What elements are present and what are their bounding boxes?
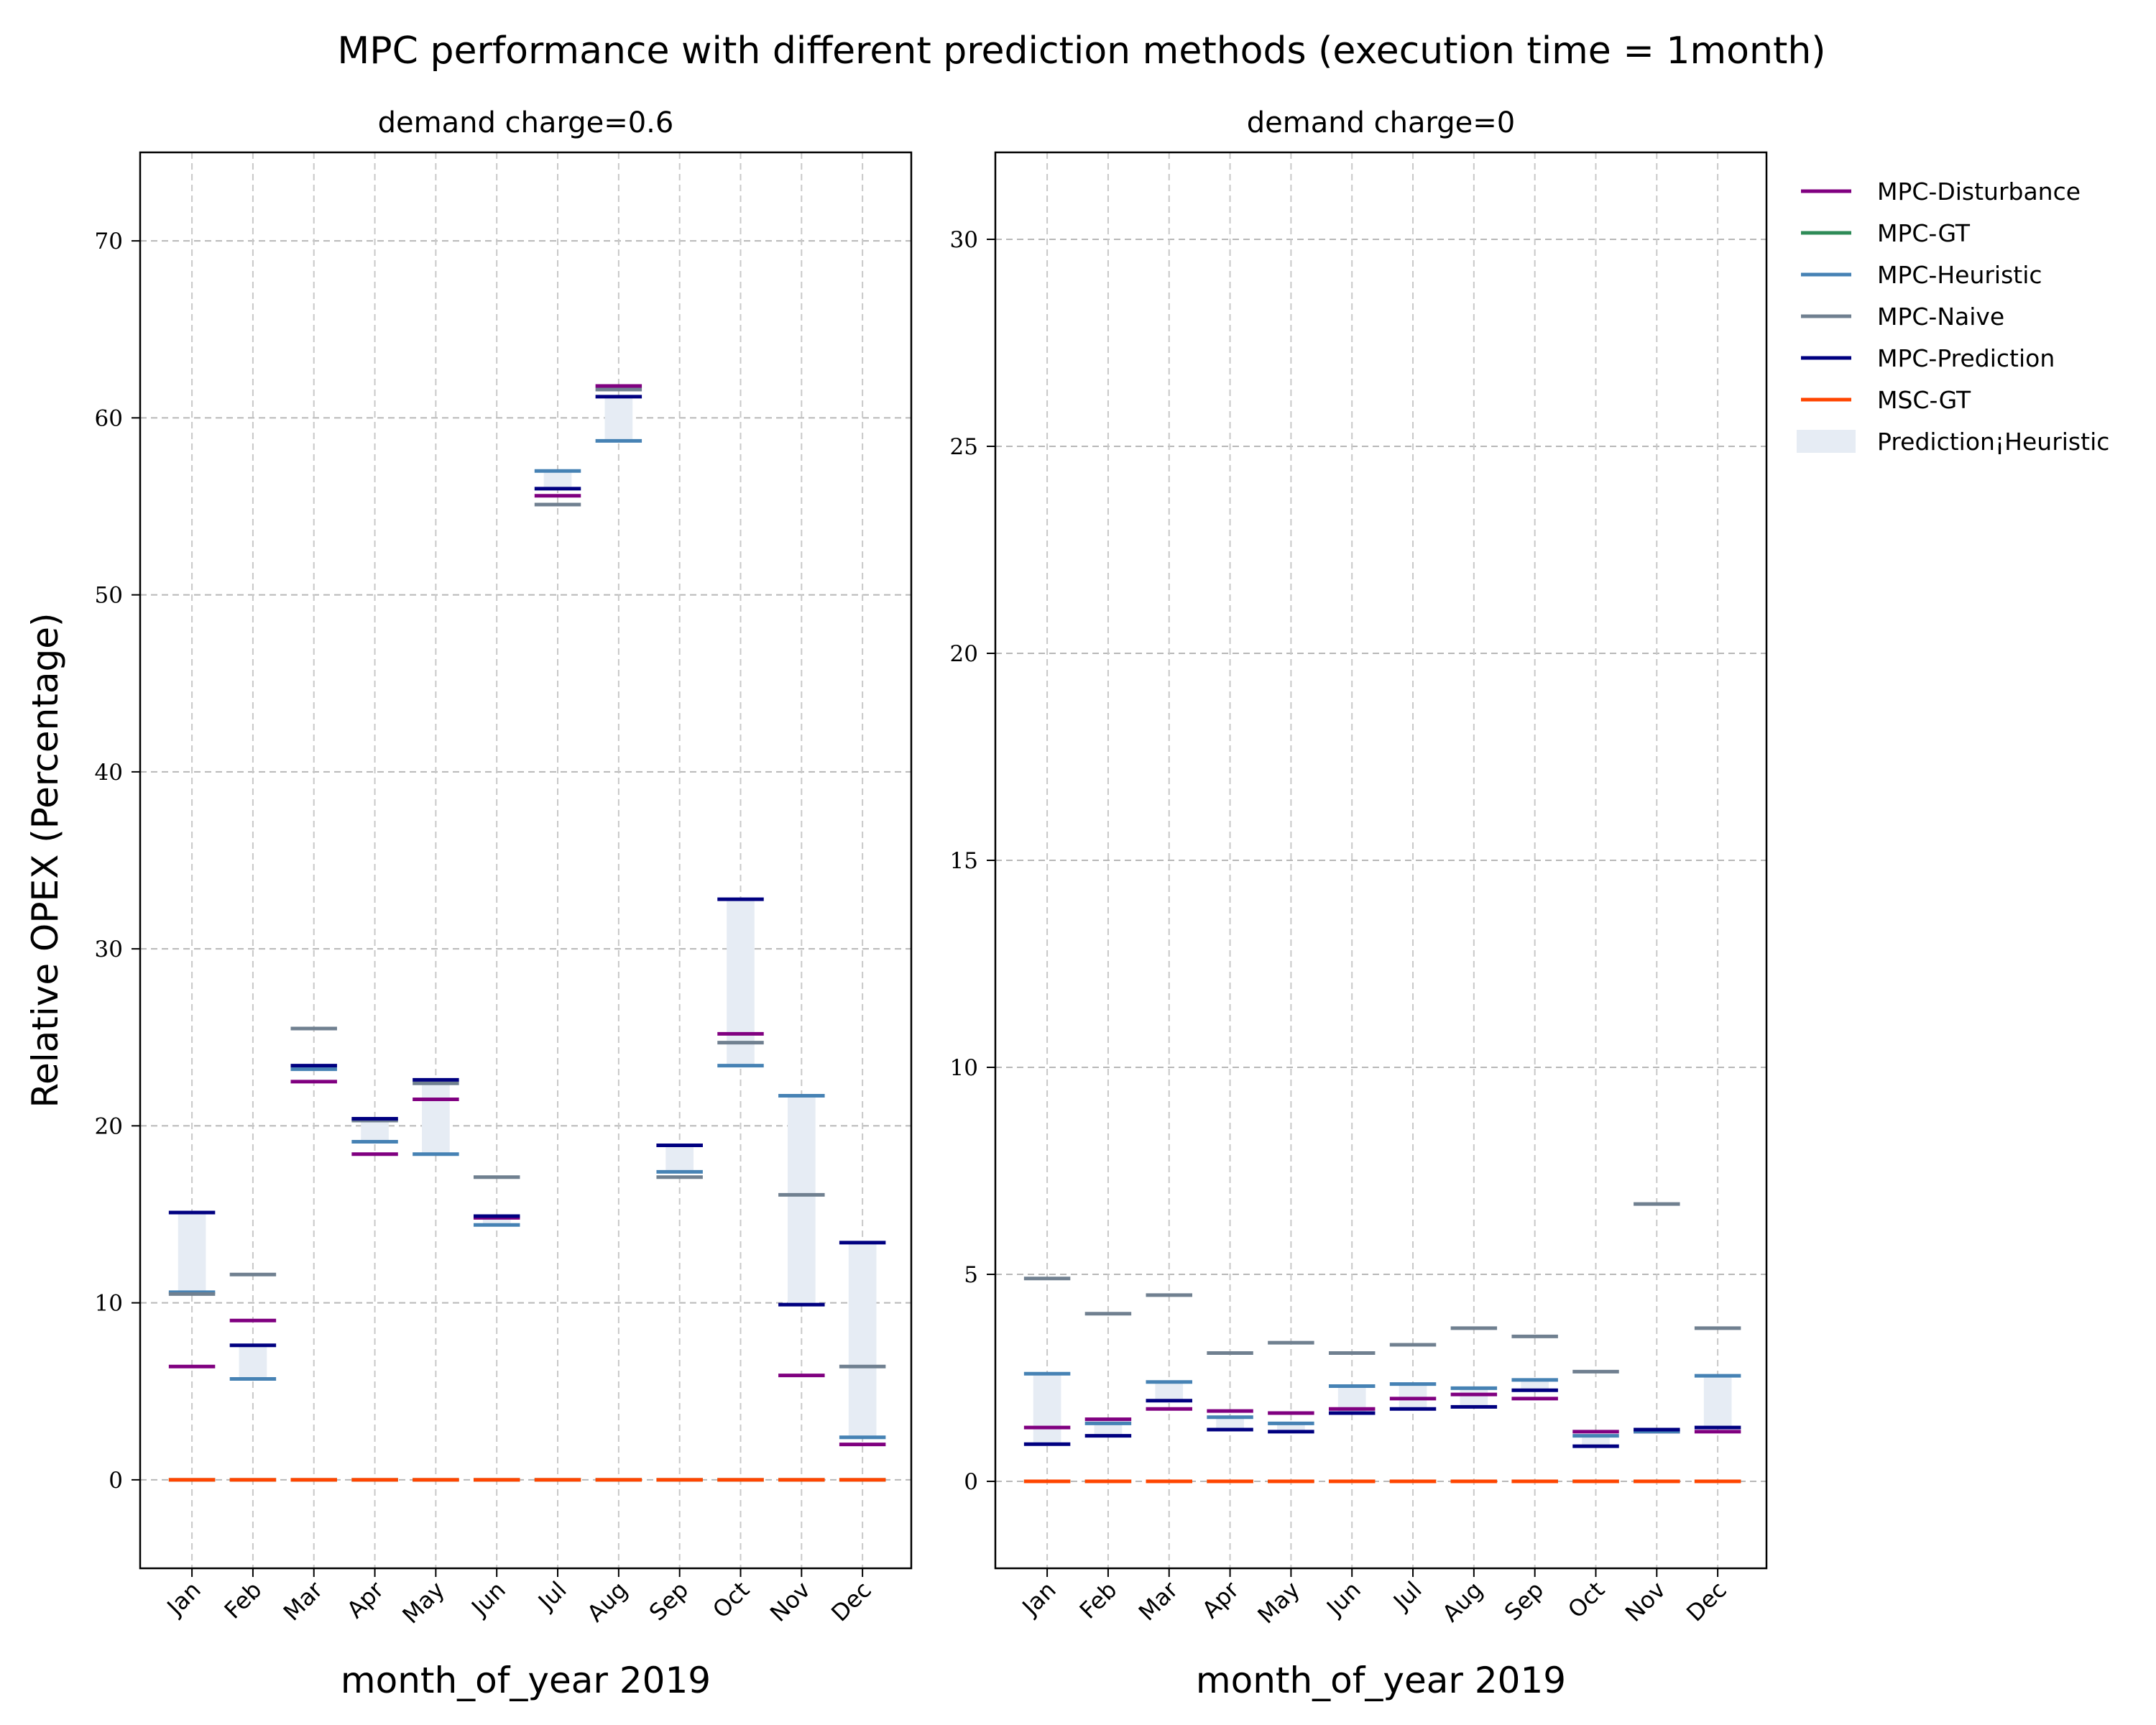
legend-label: MPC-GT xyxy=(1877,219,1971,247)
legend-label: MPC-Heuristic xyxy=(1877,261,2042,289)
y-tick-label: 10 xyxy=(95,1291,123,1317)
x-tick-label-jun: Jun xyxy=(465,1576,511,1622)
band-jan xyxy=(1033,1374,1061,1445)
band-feb xyxy=(1094,1423,1123,1436)
y-tick-label: 70 xyxy=(95,229,123,254)
band-jul xyxy=(543,471,572,489)
x-axis-label: month_of_year 2019 xyxy=(1196,1660,1566,1701)
y-tick-label: 25 xyxy=(950,434,978,460)
band-oct xyxy=(727,899,755,1066)
y-tick-label: 20 xyxy=(95,1113,123,1139)
legend-item-prediction-heuristic: Prediction¡Heuristic xyxy=(1797,428,2109,456)
band-apr xyxy=(1216,1417,1244,1430)
x-tick-label-oct: Oct xyxy=(1562,1576,1610,1624)
y-tick-label: 20 xyxy=(950,641,978,667)
axes-frame xyxy=(994,151,1768,1570)
band-apr xyxy=(361,1118,389,1142)
band-sep xyxy=(665,1145,694,1172)
right-subplot: 0 5 10 15 20 25 30 Jan Feb Mar Apr May Jun Jul Aug Sep O… xyxy=(950,106,1768,1701)
band-dec xyxy=(848,1242,877,1438)
legend-label: MPC-Prediction xyxy=(1877,344,2055,372)
band-aug xyxy=(604,396,633,441)
x-tick-label-may: May xyxy=(1252,1576,1305,1629)
x-tick-label-apr: Apr xyxy=(1197,1576,1245,1624)
axes-frame xyxy=(139,151,913,1570)
band-jan xyxy=(178,1213,206,1292)
x-tick-label-dec: Dec xyxy=(826,1576,877,1627)
x-tick-label-jul: Jul xyxy=(1387,1576,1427,1616)
band-oct xyxy=(1582,1435,1610,1447)
x-tick-label-may: May xyxy=(397,1576,450,1629)
x-tick-label-nov: Nov xyxy=(765,1576,816,1627)
y-tick-label: 0 xyxy=(109,1468,123,1494)
band-may xyxy=(1277,1423,1305,1432)
legend: MPC-Disturbance MPC-GT MPC-Heuristic MPC-Na… xyxy=(1797,178,2109,456)
y-tick-label: 15 xyxy=(950,848,978,874)
band-dec xyxy=(1703,1376,1732,1428)
x-tick-label-nov: Nov xyxy=(1620,1576,1671,1627)
x-tick-label-aug: Aug xyxy=(581,1576,632,1627)
band-jul xyxy=(1399,1384,1427,1409)
y-tick-label: 0 xyxy=(964,1469,978,1495)
x-tick-label-jun: Jun xyxy=(1320,1576,1366,1622)
figure-title: MPC performance with different predictio… xyxy=(337,29,1825,73)
left-subplot: 0 10 20 30 40 50 60 70 Jan Feb Mar Apr May Jun Jul Aug S… xyxy=(24,106,913,1701)
band-aug xyxy=(1460,1388,1488,1407)
legend-item-mpc-disturbance: MPC-Disturbance xyxy=(1801,178,2081,206)
legend-label: MSC-GT xyxy=(1877,386,1971,414)
x-tick-label-apr: Apr xyxy=(341,1576,390,1624)
band-mar xyxy=(1155,1381,1184,1401)
legend-label: MPC-Naive xyxy=(1877,303,2004,331)
y-tick-label: 50 xyxy=(95,583,123,609)
legend-label: MPC-Disturbance xyxy=(1877,178,2081,206)
x-tick-label-mar: Mar xyxy=(278,1576,328,1626)
x-axis-label: month_of_year 2019 xyxy=(341,1660,711,1701)
band-may xyxy=(422,1080,450,1154)
band-nov xyxy=(787,1095,816,1305)
y-tick-label: 40 xyxy=(95,760,123,786)
legend-item-mpc-gt: MPC-GT xyxy=(1801,219,1971,247)
y-tick-label: 10 xyxy=(950,1055,978,1081)
y-tick-label: 30 xyxy=(950,227,978,253)
x-tick-label-sep: Sep xyxy=(644,1576,694,1627)
legend-item-mpc-heuristic: MPC-Heuristic xyxy=(1801,261,2042,289)
subplot-title: demand charge=0 xyxy=(1247,106,1516,139)
x-tick-label-aug: Aug xyxy=(1437,1576,1488,1627)
legend-item-mpc-prediction: MPC-Prediction xyxy=(1801,344,2055,372)
band-sep xyxy=(1521,1379,1549,1391)
x-tick-label-sep: Sep xyxy=(1499,1576,1549,1627)
x-tick-label-jan: Jan xyxy=(1016,1576,1061,1622)
legend-item-msc-gt: MSC-GT xyxy=(1801,386,1971,414)
x-tick-label-jan: Jan xyxy=(161,1576,206,1622)
x-tick-label-mar: Mar xyxy=(1133,1576,1184,1626)
x-tick-label-dec: Dec xyxy=(1681,1576,1732,1627)
y-axis-label: Relative OPEX (Percentage) xyxy=(24,612,66,1108)
band-feb xyxy=(239,1345,267,1379)
y-tick-label: 60 xyxy=(95,405,123,431)
x-tick-label-feb: Feb xyxy=(219,1576,267,1624)
legend-label: Prediction¡Heuristic xyxy=(1877,428,2109,456)
x-tick-label-oct: Oct xyxy=(707,1576,755,1624)
x-tick-label-feb: Feb xyxy=(1074,1576,1123,1624)
x-tick-label-jul: Jul xyxy=(532,1576,572,1616)
subplot-title: demand charge=0.6 xyxy=(378,106,674,139)
legend-item-mpc-naive: MPC-Naive xyxy=(1801,303,2004,331)
y-tick-label: 30 xyxy=(95,937,123,962)
legend-swatch xyxy=(1797,430,1856,453)
y-tick-label: 5 xyxy=(964,1262,978,1288)
